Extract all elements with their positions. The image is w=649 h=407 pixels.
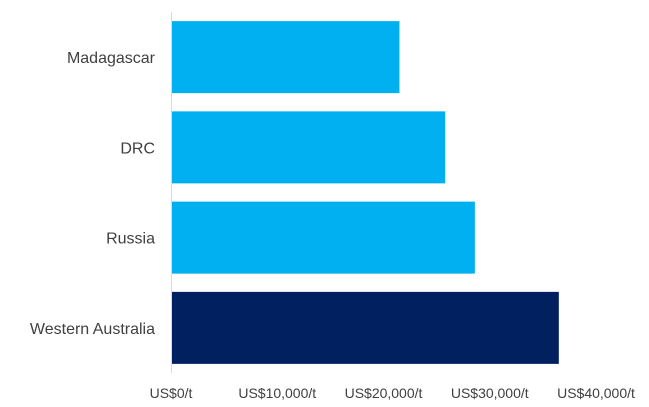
bar-drc: [171, 111, 446, 184]
x-tick-label: US$40,000/t: [557, 385, 635, 401]
bar-madagascar: [171, 21, 400, 94]
category-label: Madagascar: [67, 50, 156, 67]
x-tick-label: US$10,000/t: [238, 385, 316, 401]
category-label: Western Australia: [30, 321, 155, 338]
category-label: Russia: [106, 231, 155, 248]
x-tick-label: US$0/t: [150, 385, 193, 401]
bar-western-australia: [171, 291, 559, 364]
x-tick-label: US$30,000/t: [451, 385, 529, 401]
bar-russia: [171, 201, 475, 274]
category-label: DRC: [120, 140, 155, 157]
x-tick-label: US$20,000/t: [345, 385, 423, 401]
